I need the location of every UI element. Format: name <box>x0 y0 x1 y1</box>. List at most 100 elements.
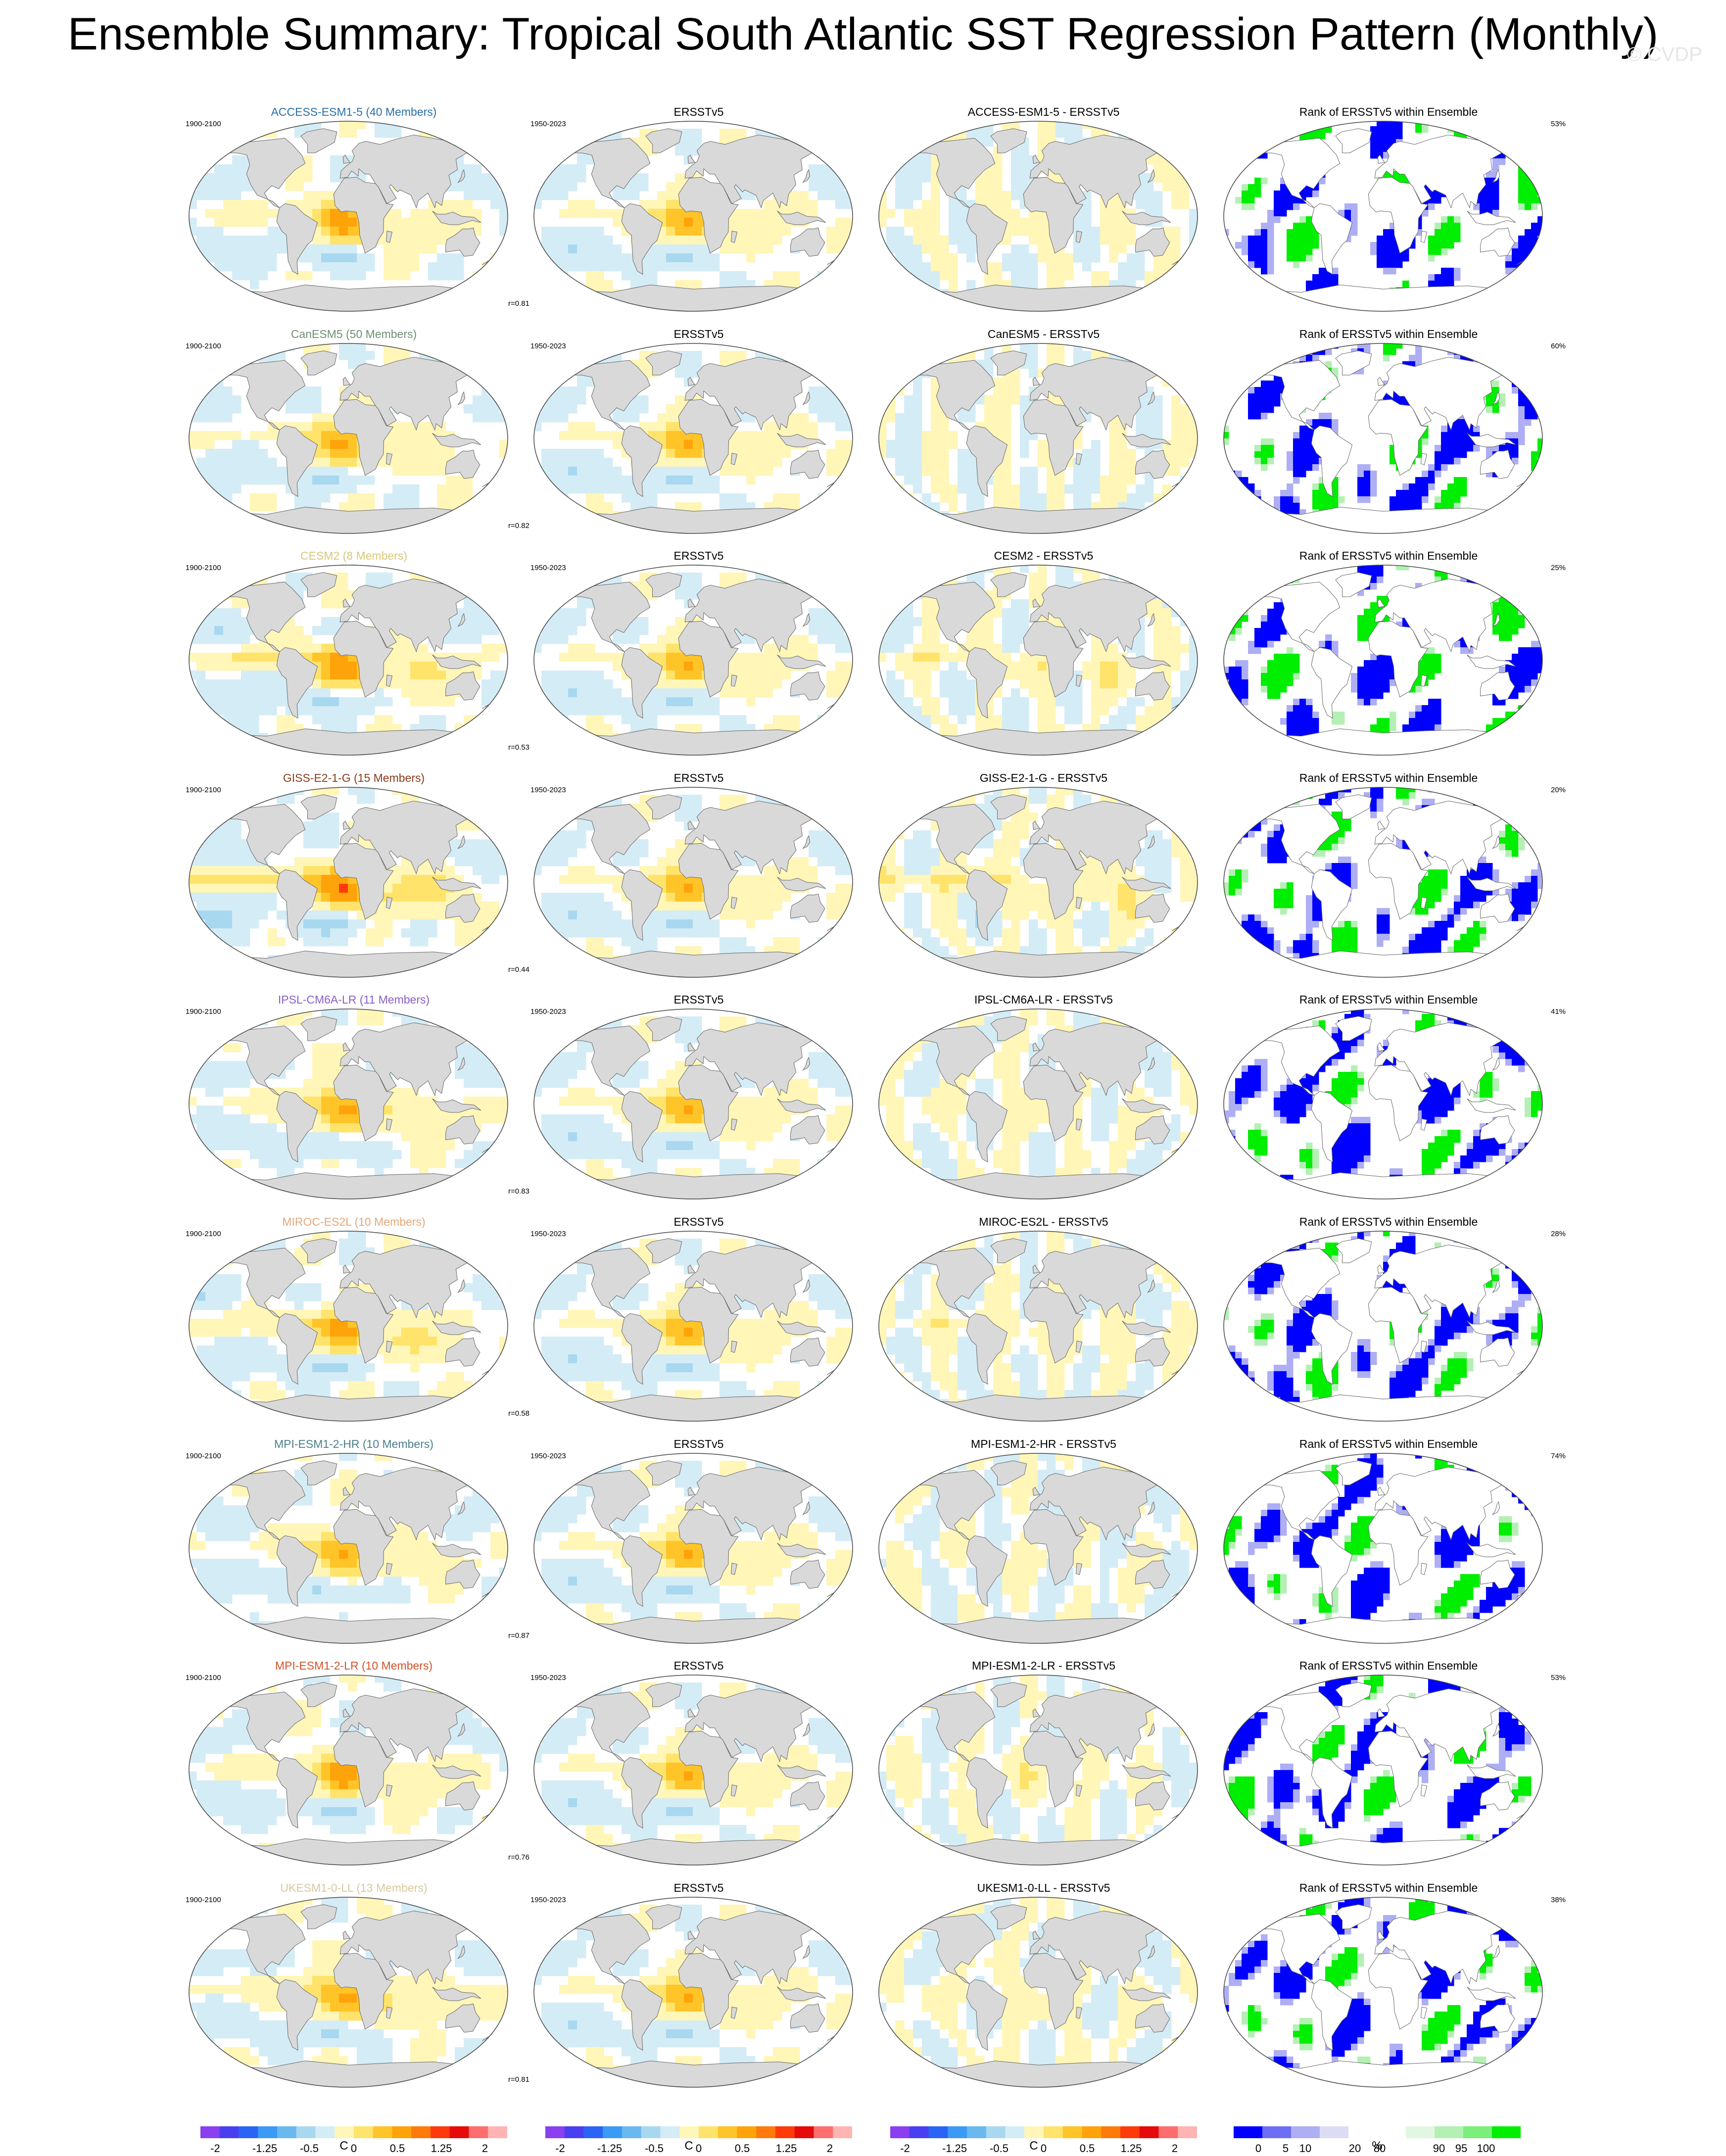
colorbar-swatch <box>1234 2126 1263 2138</box>
land-africa <box>1368 399 1429 476</box>
land-samerica <box>621 1979 663 2051</box>
colorbar-swatch <box>296 2126 316 2138</box>
land-namerica <box>570 1914 651 1984</box>
land-uk <box>1377 1930 1386 1940</box>
colorbar-swatch <box>814 2126 833 2138</box>
colorbar-ticks: -2 -1.25 -0.5 0 0.5 1.25 2 <box>200 2142 507 2155</box>
obs-panel: ERSSTv5 1950-2023 <box>530 549 867 762</box>
map-outline <box>1223 121 1543 312</box>
land-australia <box>790 1781 825 1811</box>
land-greenland <box>990 572 1027 597</box>
land-namerica <box>1260 1247 1341 1318</box>
rank-title: Rank of ERSSTv5 within Ensemble <box>1299 1659 1478 1672</box>
land-africa <box>1023 1509 1084 1586</box>
land-uk <box>1032 1708 1041 1718</box>
map-outline <box>878 1675 1198 1866</box>
obs-period: 1950-2023 <box>530 1896 566 1904</box>
rank-panel: Rank of ERSSTv5 within Ensemble 60% <box>1220 327 1566 540</box>
land-australia <box>445 671 480 701</box>
land-greenland <box>300 1238 337 1263</box>
land-eurasia <box>684 1688 824 1763</box>
land-japan <box>1147 169 1155 183</box>
colorbar-swatch <box>1262 2126 1292 2138</box>
land-australia <box>790 2003 825 2033</box>
obs-map-wrap <box>532 1674 854 1869</box>
land-madagascar <box>1076 453 1083 465</box>
rank-map-wrap <box>1222 1674 1544 1869</box>
colorbar-swatch <box>1178 2126 1198 2138</box>
land-uk <box>342 1930 351 1940</box>
land-australia <box>445 2003 480 2033</box>
land-eurasia <box>1374 357 1514 431</box>
land-uk <box>342 1486 351 1496</box>
land-namerica <box>570 1470 651 1540</box>
model-title: ACCESS-ESM1-5 (40 Members) <box>271 105 437 118</box>
model-period: 1900-2100 <box>186 1230 221 1238</box>
colorbar-swatch <box>1139 2126 1159 2138</box>
colorbar-tick-label: 1.25 <box>431 2142 452 2155</box>
colorbar-tick-label: 0 <box>350 2142 357 2155</box>
land-africa <box>1023 621 1084 698</box>
land-namerica <box>225 1691 306 1762</box>
colorbar-unit: C <box>1029 2139 1038 2153</box>
map-outline <box>533 1008 853 1199</box>
land-eurasia <box>684 1245 824 1319</box>
land-australia <box>790 1115 825 1145</box>
land-uk <box>1032 598 1041 608</box>
land-madagascar <box>386 674 393 687</box>
land-greenland <box>1335 350 1372 376</box>
map-outline <box>1223 1008 1543 1199</box>
land-eurasia <box>339 1688 479 1763</box>
obs-map <box>533 565 853 756</box>
model-period: 1900-2100 <box>186 1007 221 1016</box>
land-namerica <box>225 581 306 652</box>
land-eurasia <box>684 578 824 653</box>
colorbar-swatch <box>679 2126 699 2138</box>
colorbar-swatch <box>545 2126 565 2138</box>
land-japan <box>1492 1056 1500 1071</box>
diff-panel: UKESM1-0-LL - ERSSTv5 <box>875 1881 1212 2094</box>
model-title: CESM2 (8 Members) <box>300 549 407 562</box>
land-australia <box>1480 1115 1515 1145</box>
model-map-wrap <box>188 786 509 981</box>
land-greenland <box>1335 1460 1372 1485</box>
diff-map-wrap <box>877 786 1199 981</box>
colorbar-swatch <box>967 2126 987 2138</box>
land-australia <box>1480 449 1515 479</box>
land-japan <box>457 1056 466 1071</box>
land-africa <box>1368 621 1429 698</box>
colorbar-tick-label: 0 <box>695 2142 702 2155</box>
land-japan <box>802 835 811 849</box>
rank-title: Rank of ERSSTv5 within Ensemble <box>1299 1437 1478 1450</box>
diff-map <box>878 787 1198 978</box>
land-japan <box>1147 613 1155 627</box>
obs-panel: ERSSTv5 1950-2023 <box>530 1215 867 1428</box>
land-namerica <box>1260 804 1341 874</box>
map-outline <box>189 565 508 756</box>
diff-map <box>878 565 1198 756</box>
land-uk <box>1377 154 1386 164</box>
colorbar-swatches <box>890 2126 1198 2138</box>
obs-map <box>533 1231 853 1422</box>
land-indonesia <box>1467 1320 1516 1335</box>
land-madagascar <box>386 1341 393 1353</box>
land-madagascar <box>1076 231 1083 243</box>
land-greenland <box>300 350 337 376</box>
model-panel: IPSL-CM6A-LR (11 Members) 1900-2100 r=0.83 <box>186 993 529 1205</box>
map-outline <box>533 1675 853 1866</box>
land-namerica <box>225 1470 306 1540</box>
land-greenland <box>645 350 682 376</box>
land-madagascar <box>1421 231 1428 243</box>
land-samerica <box>1311 1535 1353 1607</box>
colorbar-tick-label: 90 <box>1433 2142 1445 2155</box>
land-uk <box>1377 1486 1386 1496</box>
land-uk <box>342 598 351 608</box>
land-australia <box>1135 449 1170 479</box>
land-samerica <box>621 1313 663 1385</box>
rank-title: Rank of ERSSTv5 within Ensemble <box>1299 105 1478 118</box>
colorbar-tick-label: -0.5 <box>300 2142 319 2155</box>
land-namerica <box>915 581 996 652</box>
rank-title: Rank of ERSSTv5 within Ensemble <box>1299 1215 1478 1228</box>
land-greenland <box>300 794 337 819</box>
land-australia <box>445 1559 480 1589</box>
